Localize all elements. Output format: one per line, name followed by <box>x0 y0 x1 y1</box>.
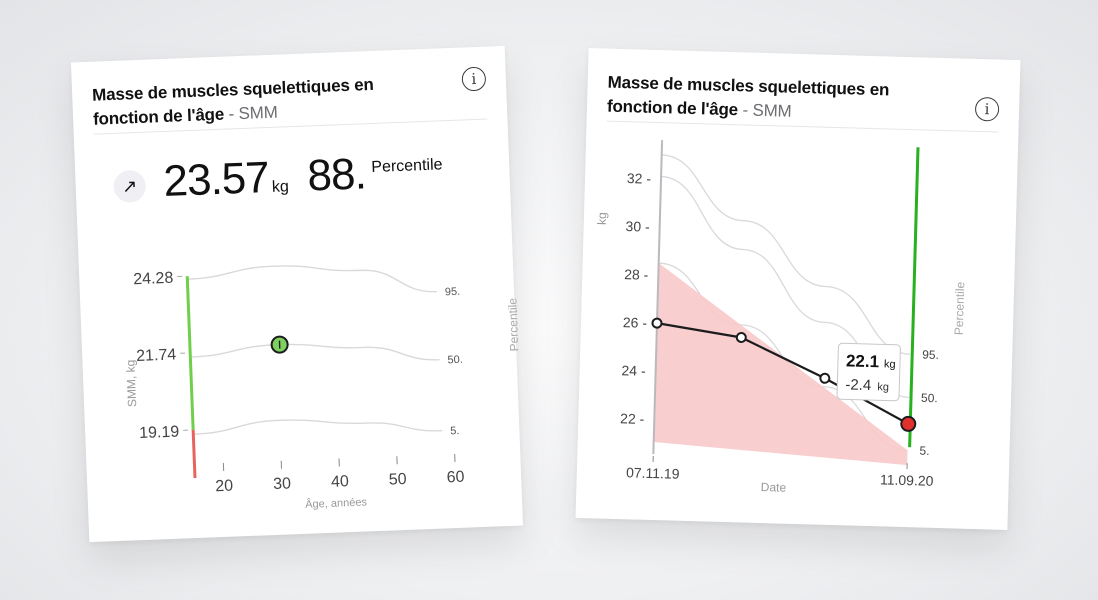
tooltip-value: 22.1 <box>846 351 880 371</box>
percentile-curve <box>190 343 440 361</box>
data-point <box>651 317 663 329</box>
percentile-axis-label: Percentile <box>505 297 521 351</box>
y-tick-label: 26 - <box>623 314 648 331</box>
x-tick-label: 50 <box>389 471 408 489</box>
y-tick-label: 24 - <box>621 362 646 379</box>
y-tick-label: 22 - <box>620 410 645 427</box>
y-tick-label: 21.74 <box>136 346 177 365</box>
x-tick-label: 07.11.19 <box>626 464 680 481</box>
percentile-axis-label: Percentile <box>952 281 967 335</box>
x-axis-label: Âge, années <box>305 495 368 510</box>
tooltip-delta: -2.4 <box>845 376 871 394</box>
percentile-label: 95. <box>445 286 461 299</box>
age-percentile-chart: 95. 50. 5. 19.19 21.74 24.28 SMM, kg 20 30 40 50 60… <box>123 265 521 511</box>
y-tick-label: 19.19 <box>139 424 180 443</box>
latest-point <box>900 415 917 432</box>
y-tick-label: 24.28 <box>133 270 174 289</box>
x-tick-label: 30 <box>273 475 292 493</box>
percentile-label: 5. <box>450 425 460 437</box>
x-tick-label: 20 <box>215 478 234 496</box>
x-tick-label: 60 <box>446 469 465 487</box>
percentile-label: 50. <box>447 354 463 367</box>
y-tick-label: 32 - <box>627 170 652 187</box>
y-tick-label: 30 - <box>625 218 650 235</box>
y-axis <box>652 140 664 455</box>
y-axis-label: SMM, kg <box>123 360 139 408</box>
history-chart: 95. 50. 5. 22 - 24 - 26 - 28 - 30 - 32 - kg Percen… <box>595 140 967 495</box>
tooltip-delta-unit: kg <box>877 381 889 393</box>
smm-age-card: Masse de muscles squelettiques en foncti… <box>70 45 524 543</box>
data-point <box>819 372 831 384</box>
smm-history-card: Masse de muscles squelettiques en foncti… <box>575 48 1021 530</box>
tooltip-box <box>836 342 901 402</box>
percentile-curve <box>187 265 437 293</box>
tooltip-unit: kg <box>884 358 896 370</box>
percentile-label: 95. <box>922 348 939 362</box>
gauge-segment <box>191 429 197 479</box>
percentile-label: 50. <box>921 391 938 405</box>
x-tick-label: 40 <box>331 473 350 491</box>
data-point <box>735 331 747 343</box>
y-axis-label: kg <box>595 212 609 225</box>
gauge-segment <box>185 276 195 431</box>
risk-area <box>653 263 908 466</box>
percentile-label: 5. <box>919 444 929 458</box>
y-tick-label: 28 - <box>624 266 649 283</box>
gauge-bar <box>908 147 920 448</box>
percentile-curve <box>661 154 911 355</box>
x-axis-label: Date <box>761 480 787 495</box>
percentile-curve <box>193 419 443 435</box>
x-tick-label: 11.09.20 <box>880 471 934 488</box>
series-line <box>656 322 909 425</box>
